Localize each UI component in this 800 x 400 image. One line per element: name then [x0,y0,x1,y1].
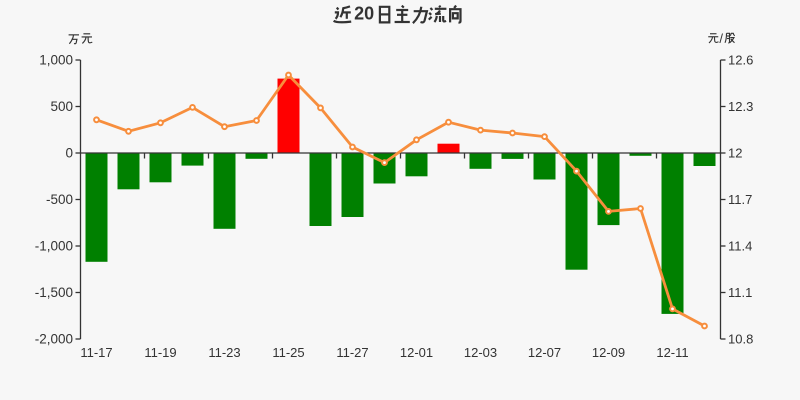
svg-text:11-19: 11-19 [144,345,176,360]
svg-text:10.8: 10.8 [728,332,753,347]
svg-text:/: / [719,31,723,46]
svg-text:11.7: 11.7 [728,192,752,207]
svg-text:-500: -500 [46,192,73,207]
svg-text:12.6: 12.6 [728,53,753,68]
svg-text:11-23: 11-23 [208,345,240,360]
svg-text:12-01: 12-01 [400,345,433,360]
svg-text:12-03: 12-03 [464,345,497,360]
svg-text:20: 20 [354,4,374,24]
svg-text:12: 12 [728,146,742,161]
svg-text:0: 0 [65,146,73,161]
svg-text:12-07: 12-07 [528,345,561,360]
svg-text:11.4: 11.4 [728,239,752,254]
svg-text:-1,000: -1,000 [35,239,73,254]
svg-text:-2,000: -2,000 [35,332,73,347]
svg-text:12-11: 12-11 [656,345,688,360]
svg-text:12.3: 12.3 [728,99,753,114]
svg-text:11-27: 11-27 [336,345,368,360]
svg-text:12-09: 12-09 [592,345,625,360]
svg-text:-1,500: -1,500 [35,285,73,300]
svg-text:11-25: 11-25 [272,345,304,360]
svg-text:11.1: 11.1 [728,285,752,300]
svg-text:500: 500 [50,99,73,114]
svg-text:11-17: 11-17 [80,345,112,360]
svg-text:1,000: 1,000 [39,53,73,68]
